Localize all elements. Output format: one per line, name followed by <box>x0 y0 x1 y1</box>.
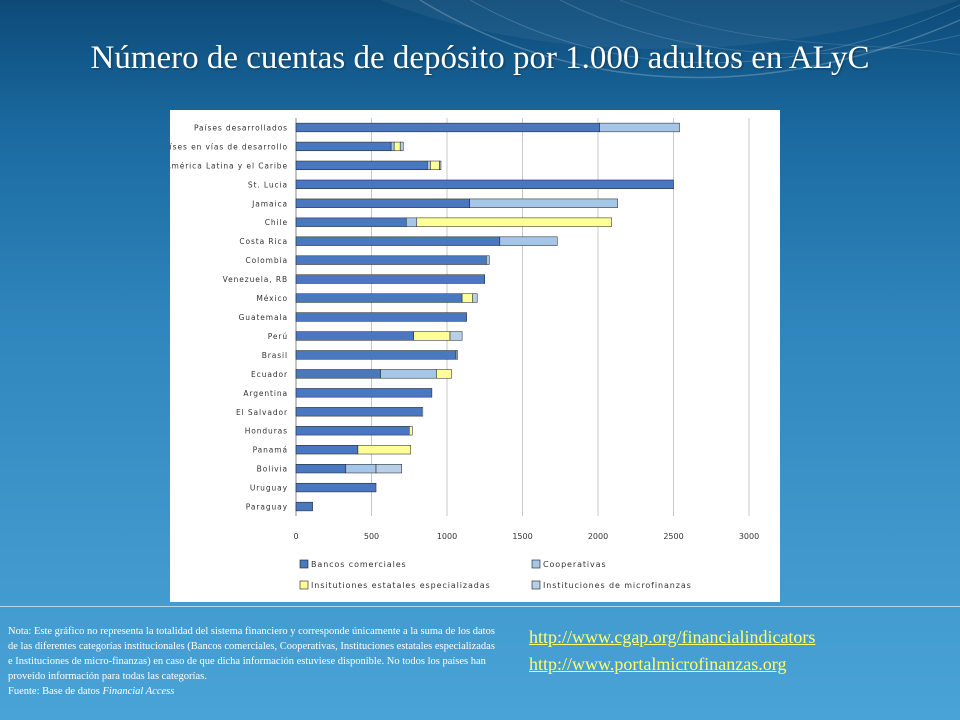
bar-segment <box>295 141 392 152</box>
bar-segment <box>295 179 674 189</box>
bar-segment <box>295 274 485 284</box>
bar-segment <box>345 464 377 474</box>
y-category-label: St. Lucia <box>248 180 288 189</box>
y-category-label: Países en vías de desarrollo <box>170 142 288 151</box>
bar-segment <box>390 141 395 152</box>
bar-segment <box>295 501 313 512</box>
bar-segment <box>295 464 347 474</box>
stacked-bar-chart: 0 500 1000 1500 2000 2500 3000 Países desarroll… <box>170 118 759 590</box>
y-category-label: Uruguay <box>250 484 288 493</box>
bar-segment <box>427 160 431 170</box>
bar-segment <box>295 407 422 417</box>
links-panel: http://www.cgap.org/financialindicators … <box>529 624 815 678</box>
bar-segment <box>295 388 433 398</box>
slide-title: Número de cuentas de depósito por 1.000 … <box>90 40 870 76</box>
bar-segment <box>380 369 437 379</box>
bar-segment <box>295 236 501 246</box>
legend-swatch <box>531 559 541 569</box>
bar-segment <box>486 255 490 265</box>
y-category-label: Ecuador <box>251 370 288 379</box>
y-category-label: El Salvador <box>236 408 288 417</box>
legend-swatch <box>531 580 541 590</box>
y-category-label: Bolivia <box>257 465 288 474</box>
bar-segment <box>295 122 600 133</box>
y-category-label: Jamaica <box>251 199 288 208</box>
bar-segment <box>413 331 451 341</box>
y-category-label: Guatemala <box>239 313 288 322</box>
bar-segment <box>295 312 467 322</box>
divider <box>0 606 960 607</box>
legend-label: Instituciones de microfinanzas <box>543 581 692 590</box>
bar-segment <box>405 217 418 227</box>
bar-segment <box>295 350 457 360</box>
bar-segment <box>393 141 401 152</box>
y-category-label: Perú <box>268 332 288 341</box>
bar-segment <box>469 198 618 208</box>
y-category-label: Paraguay <box>246 503 288 512</box>
y-category-label: Países desarrollados <box>194 123 288 132</box>
link-cgap[interactable]: http://www.cgap.org/financialindicators <box>529 627 816 647</box>
x-tick-label: 0 <box>293 532 298 541</box>
bar-segment <box>421 407 424 417</box>
bar-segment <box>449 331 463 341</box>
x-tick-label: 1500 <box>512 532 532 541</box>
bar-segment <box>375 464 402 474</box>
y-category-label: Chile <box>265 218 288 227</box>
bar-segment <box>295 217 407 227</box>
bar-segment <box>295 426 410 436</box>
bar-segment <box>295 369 381 379</box>
bar-segment <box>295 331 415 341</box>
bar-segment <box>416 217 612 227</box>
bar-segment <box>472 293 478 303</box>
legend-label: Cooperativas <box>543 560 607 569</box>
y-category-label: América Latina y el Caribe <box>170 161 288 170</box>
bar-segment <box>295 198 470 208</box>
bar-segment <box>399 141 404 152</box>
legend-swatch <box>299 559 309 569</box>
bar-segment <box>295 482 377 493</box>
y-category-label: Panamá <box>253 446 288 455</box>
legend-label: Bancos comerciales <box>311 560 407 569</box>
y-category-label: Costa Rica <box>239 237 288 246</box>
chart-panel: 0 500 1000 1500 2000 2500 3000 Países desarroll… <box>170 110 780 602</box>
footnote-text: Nota: Este gráfico no representa la tota… <box>8 626 495 682</box>
bar-segment <box>436 369 452 379</box>
bar-segment <box>357 445 412 455</box>
bar-segment <box>430 160 440 170</box>
bar-segment <box>409 426 413 436</box>
y-category-label: Brasil <box>262 351 288 360</box>
x-tick-label: 1000 <box>437 532 457 541</box>
source-prefix: Fuente: Base de datos <box>8 686 103 697</box>
link-portalmicrofinanzas[interactable]: http://www.portalmicrofinanzas.org <box>529 654 787 674</box>
bar-segment <box>295 255 487 265</box>
y-category-label: Honduras <box>245 427 288 436</box>
y-category-label: Colombia <box>246 256 288 265</box>
y-category-label: Argentina <box>243 389 288 398</box>
footnote: Nota: Este gráfico no representa la tota… <box>8 624 500 699</box>
bar-segment <box>295 160 428 170</box>
x-tick-label: 2500 <box>663 532 683 541</box>
bar-segment <box>295 445 359 455</box>
x-tick-label: 500 <box>364 532 379 541</box>
bar-segment <box>439 160 442 170</box>
x-tick-label: 3000 <box>739 532 759 541</box>
y-category-label: Venezuela, RB <box>223 275 288 284</box>
bar-segment <box>455 350 458 360</box>
source-name: Financial Access <box>102 686 175 697</box>
bar-segment <box>295 293 463 303</box>
legend-label: Insitutiones estatales especializadas <box>311 581 491 590</box>
bar-segment <box>599 122 680 133</box>
x-tick-label: 2000 <box>588 532 608 541</box>
y-category-label: México <box>256 294 288 303</box>
bar-segment <box>461 293 473 303</box>
bar-segment <box>499 236 558 246</box>
legend-swatch <box>299 580 309 590</box>
